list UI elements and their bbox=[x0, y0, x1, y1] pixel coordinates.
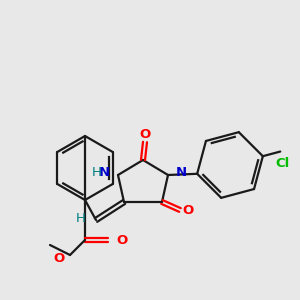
Text: O: O bbox=[140, 128, 151, 142]
Text: H: H bbox=[92, 166, 102, 178]
Text: O: O bbox=[54, 251, 65, 265]
Text: O: O bbox=[182, 203, 194, 217]
Text: O: O bbox=[116, 233, 127, 247]
Text: N: N bbox=[99, 166, 110, 178]
Text: N: N bbox=[176, 166, 187, 178]
Text: Cl: Cl bbox=[275, 157, 290, 169]
Text: H: H bbox=[76, 212, 86, 224]
